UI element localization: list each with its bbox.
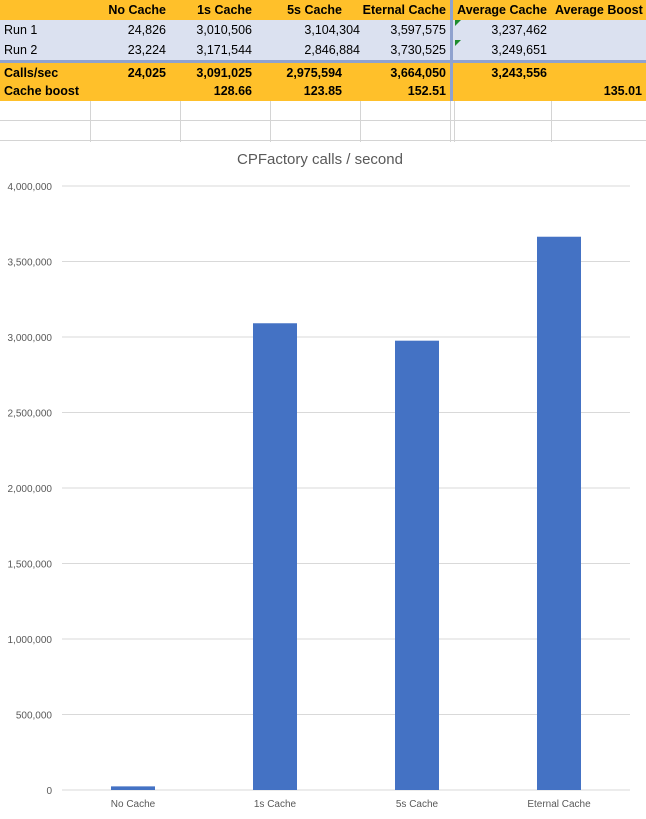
- y-tick-label: 4,000,000: [8, 182, 53, 193]
- table-cell[interactable]: 3,237,462: [491, 23, 547, 37]
- table-cell[interactable]: 3,664,050: [390, 66, 446, 80]
- table-cell[interactable]: 135.01: [603, 84, 642, 98]
- comment-marker-icon: [455, 40, 461, 46]
- grid-line: [454, 101, 455, 142]
- y-tick-label: 2,000,000: [8, 484, 53, 495]
- x-tick-label: 5s Cache: [396, 799, 439, 810]
- row-label-cache-boost[interactable]: Cache boost: [4, 84, 80, 98]
- table-cell[interactable]: 2,846,884: [304, 43, 360, 57]
- column-divider: [450, 0, 453, 101]
- x-tick-label: Eternal Cache: [527, 799, 591, 810]
- grid-line: [180, 101, 181, 142]
- y-tick-label: 3,000,000: [8, 333, 53, 344]
- y-tick-label: 500,000: [16, 711, 53, 722]
- table-cell[interactable]: 3,730,525: [390, 43, 446, 57]
- table-cell[interactable]: 152.51: [407, 84, 446, 98]
- table-cell[interactable]: 128.66: [213, 84, 252, 98]
- header-cell-no-cache[interactable]: No Cache: [108, 3, 166, 17]
- header-cell-1s-cache[interactable]: 1s Cache: [197, 3, 252, 17]
- grid-line: [90, 101, 91, 142]
- bar-no-cache[interactable]: [111, 786, 155, 790]
- bar-eternal-cache[interactable]: [537, 236, 581, 790]
- table-cell[interactable]: 3,243,556: [491, 66, 547, 80]
- table-cell[interactable]: 3,171,544: [196, 43, 252, 57]
- bar-1s-cache[interactable]: [253, 323, 297, 790]
- y-tick-label: 1,000,000: [8, 635, 53, 646]
- table-row-run1: Run 1 24,826 3,010,506 3,104,304 3,597,5…: [0, 20, 646, 40]
- chart-canvas: CPFactory calls / second 0 500,000 1,000,0…: [8, 151, 630, 810]
- header-cell-average-boost[interactable]: Average Boost: [555, 3, 643, 17]
- grid-line: [360, 101, 361, 142]
- grid-line: [270, 101, 271, 142]
- grid-line: [450, 101, 451, 142]
- header-cell-5s-cache[interactable]: 5s Cache: [287, 3, 342, 17]
- x-tick-label: No Cache: [111, 799, 156, 810]
- table-cell[interactable]: 24,826: [127, 23, 166, 37]
- y-tick-label: 3,500,000: [8, 258, 53, 269]
- table-cell[interactable]: 3,249,651: [491, 43, 547, 57]
- header-cell-average-cache[interactable]: Average Cache: [457, 3, 547, 17]
- empty-row: [0, 121, 646, 141]
- table-cell[interactable]: 123.85: [303, 84, 342, 98]
- bar-5s-cache[interactable]: [395, 340, 439, 790]
- table-row-run2: Run 2 23,224 3,171,544 2,846,884 3,730,5…: [0, 40, 646, 60]
- table-cell[interactable]: 3,597,575: [390, 23, 446, 37]
- chart-title: CPFactory calls / second: [237, 151, 403, 168]
- table-cell[interactable]: 2,975,594: [286, 66, 342, 80]
- table-row-cache-boost: Cache boost 128.66 123.85 152.51 135.01: [0, 81, 646, 101]
- header-row: No Cache 1s Cache 5s Cache Eternal Cache…: [0, 0, 646, 20]
- table-cell[interactable]: 3,104,304: [304, 23, 360, 37]
- bar-chart[interactable]: CPFactory calls / second 0 500,000 1,000,0…: [0, 142, 646, 819]
- grid-line: [551, 101, 552, 142]
- table-cell[interactable]: 3,091,025: [196, 66, 252, 80]
- table-row-calls-sec: Calls/sec 24,025 3,091,025 2,975,594 3,6…: [0, 63, 646, 83]
- y-tick-label: 2,500,000: [8, 409, 53, 420]
- empty-row: [0, 101, 646, 121]
- x-tick-label: 1s Cache: [254, 799, 297, 810]
- row-divider: [0, 60, 646, 63]
- row-label-calls-sec[interactable]: Calls/sec: [4, 66, 59, 80]
- y-tick-label: 1,500,000: [8, 560, 53, 571]
- table-cell[interactable]: 3,010,506: [196, 23, 252, 37]
- row-label-run2[interactable]: Run 2: [4, 43, 38, 57]
- row-label-run1[interactable]: Run 1: [4, 23, 38, 37]
- comment-marker-icon: [455, 20, 461, 26]
- y-tick-label: 0: [46, 786, 52, 797]
- table-cell[interactable]: 23,224: [127, 43, 166, 57]
- header-cell-eternal-cache[interactable]: Eternal Cache: [362, 3, 446, 17]
- table-cell[interactable]: 24,025: [127, 66, 166, 80]
